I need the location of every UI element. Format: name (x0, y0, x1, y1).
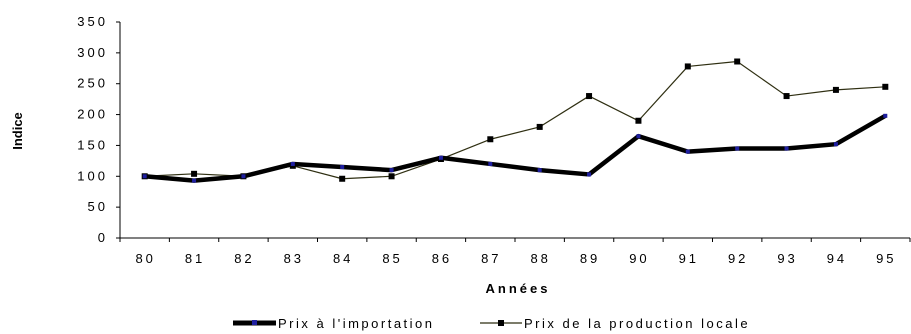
legend-marker-local (498, 320, 504, 326)
x-tick-label: 89 (580, 251, 600, 266)
point-import (785, 147, 789, 151)
point-import (143, 174, 147, 178)
x-tick-label: 95 (876, 251, 896, 266)
y-tick-labels: 0 50 100 150 200 250 300 350 (77, 14, 108, 245)
point-local (191, 171, 197, 177)
axes (116, 22, 910, 242)
series-line-local (145, 61, 886, 178)
point-local (882, 84, 888, 90)
point-local (833, 87, 839, 93)
point-import (538, 168, 542, 172)
y-tick-label: 350 (77, 14, 108, 29)
x-tick-label: 80 (135, 251, 155, 266)
point-local (734, 58, 740, 64)
legend-label-import: Prix à l'importation (278, 316, 435, 331)
x-tick-labels: 80 81 82 83 84 85 86 87 88 89 90 91 92 93 94 95 (135, 251, 896, 266)
point-local (586, 93, 592, 99)
point-import (686, 150, 690, 154)
y-tick-label: 50 (88, 199, 108, 214)
x-tick-label: 86 (432, 251, 452, 266)
x-tick-label: 90 (629, 251, 649, 266)
x-tick-label: 92 (728, 251, 748, 266)
point-import (192, 179, 196, 183)
y-tick-label: 250 (77, 76, 108, 91)
point-import (340, 165, 344, 169)
x-axis-label: Années (486, 281, 551, 296)
x-tick-label: 82 (234, 251, 254, 266)
y-tick-label: 200 (77, 107, 108, 122)
point-import (291, 162, 295, 166)
point-local (537, 124, 543, 130)
x-tick-label: 81 (185, 251, 205, 266)
x-tick-label: 91 (679, 251, 699, 266)
point-import (587, 172, 591, 176)
legend: Prix à l'importation Prix de la producti… (233, 316, 750, 331)
y-tick-label: 0 (98, 230, 108, 245)
point-import (241, 174, 245, 178)
point-local (487, 136, 493, 142)
x-tick-label: 83 (284, 251, 304, 266)
y-axis-label: Indice (10, 112, 25, 150)
point-import (636, 134, 640, 138)
point-import (390, 168, 394, 172)
x-tick-label: 93 (777, 251, 797, 266)
x-tick-label: 87 (481, 251, 501, 266)
x-tick-label: 94 (827, 251, 847, 266)
point-local (389, 173, 395, 179)
point-import (735, 147, 739, 151)
y-tick-label: 100 (77, 168, 108, 183)
y-tick-label: 150 (77, 137, 108, 152)
point-local (635, 118, 641, 124)
series-lines (142, 58, 889, 182)
point-import (488, 162, 492, 166)
point-import (883, 114, 887, 118)
y-tick-label: 300 (77, 45, 108, 60)
point-import (439, 156, 443, 160)
x-tick-label: 84 (333, 251, 353, 266)
series-line-import (145, 116, 886, 181)
point-local (784, 93, 790, 99)
x-tick-label: 85 (382, 251, 402, 266)
point-local (339, 176, 345, 182)
point-local (685, 63, 691, 69)
point-import (834, 142, 838, 146)
legend-marker-import (252, 320, 257, 325)
x-tick-label: 88 (530, 251, 550, 266)
legend-label-local: Prix de la production locale (524, 316, 750, 331)
